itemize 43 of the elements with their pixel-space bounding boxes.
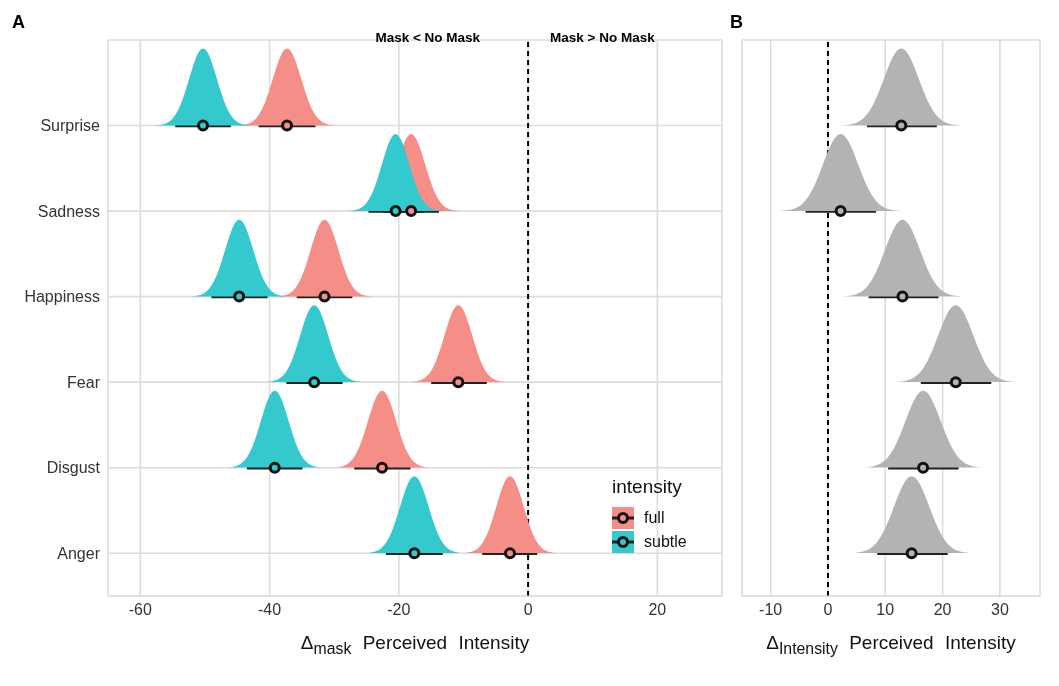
chart-title: B (730, 12, 743, 33)
x-axis-title: Δ$_{mask}$ Perceived Intensity (299, 632, 531, 658)
point (376, 461, 389, 474)
point (197, 119, 210, 132)
y-tick-label: Disgust (46, 459, 101, 477)
point (452, 376, 465, 389)
point (895, 119, 908, 132)
legend-label: full (644, 509, 665, 527)
chart-title: A (12, 12, 25, 33)
annotation: Mask < No Mask (375, 30, 481, 45)
x-tick-label: 20 (648, 601, 667, 619)
point (281, 119, 294, 132)
y-tick-label: Happiness (24, 288, 100, 306)
point (318, 290, 331, 303)
point (834, 205, 847, 218)
point (917, 461, 930, 474)
y-tick-label: Surprise (40, 117, 101, 135)
point (308, 376, 321, 389)
point (405, 205, 418, 218)
x-tick-label: 0 (523, 601, 533, 619)
legend-label: subtle (644, 533, 687, 551)
x-tick-label: -60 (128, 601, 152, 619)
y-tick-label: Anger (57, 544, 101, 562)
x-tick-label: -40 (258, 601, 282, 619)
x-tick-label: -20 (387, 601, 411, 619)
x-tick-label: 10 (876, 601, 895, 619)
point (504, 547, 517, 560)
annotation: Mask > No Mask (550, 30, 655, 45)
x-tick-label: 0 (823, 601, 833, 619)
point (268, 461, 281, 474)
legend-title: intensity (612, 476, 683, 498)
y-tick-label: Sadness (37, 202, 100, 220)
x-tick-label: 30 (990, 601, 1009, 619)
point (233, 290, 246, 303)
x-tick-label: -10 (759, 601, 783, 619)
x-tick-label: 20 (933, 601, 952, 619)
point (389, 205, 402, 218)
point (408, 547, 421, 560)
point (905, 547, 918, 560)
point (949, 376, 962, 389)
point (896, 290, 909, 303)
y-tick-label: Fear (67, 373, 101, 391)
x-axis-title: Δ$_{Intensity}$ Perceived Intensity (765, 632, 1017, 658)
